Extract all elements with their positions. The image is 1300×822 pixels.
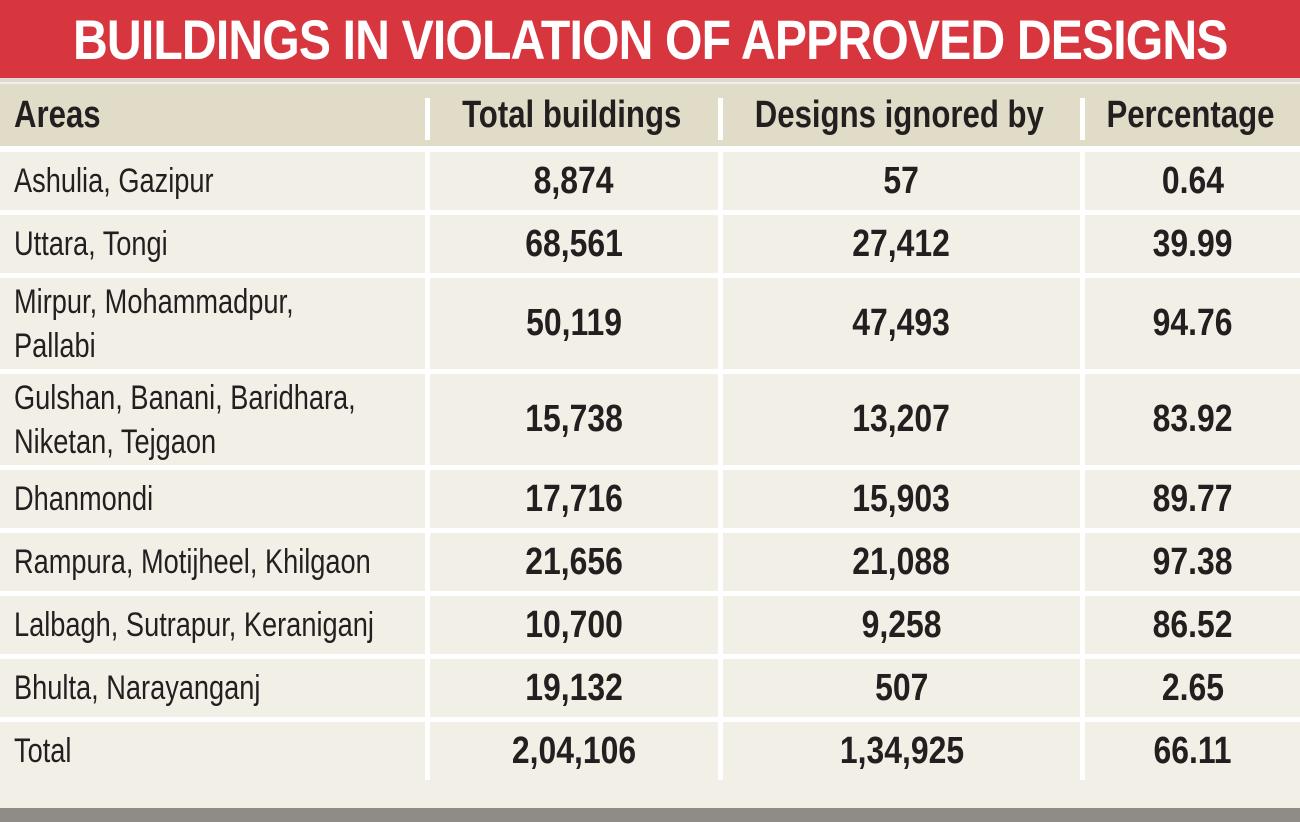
table-row: Mirpur, Mohammadpur, Pallabi 50,119 47,493 9… <box>0 273 1300 369</box>
cell-percentage: 2.65 <box>1080 654 1300 717</box>
cell-area-text: Mirpur, Mohammadpur, Pallabi <box>14 282 294 365</box>
cell-percentage: 83.92 <box>1080 369 1300 465</box>
table-row: Bhulta, Narayanganj 19,132 507 2.65 <box>0 654 1300 717</box>
cell-percentage: 94.76 <box>1080 273 1300 369</box>
cell-percentage-text: 66.11 <box>1153 729 1232 772</box>
cell-designs-ignored-text: 1,34,925 <box>839 729 964 772</box>
cell-percentage-text: 97.38 <box>1152 540 1233 583</box>
table-row: Gulshan, Banani, Baridhara, Niketan, Tejg… <box>0 369 1300 465</box>
cell-total-buildings: 15,738 <box>425 369 718 465</box>
cell-total-buildings-text: 10,700 <box>525 603 623 646</box>
cell-total-buildings: 19,132 <box>425 654 718 717</box>
cell-area-text: Uttara, Tongi <box>14 225 168 263</box>
cell-area: Dhanmondi <box>0 465 425 528</box>
cell-designs-ignored-text: 507 <box>874 666 929 709</box>
buildings-table: Areas Total buildings Designs ignored by… <box>0 84 1300 780</box>
cell-area: Uttara, Tongi <box>0 210 425 273</box>
cell-percentage-text: 39.99 <box>1152 222 1233 265</box>
cell-designs-ignored-text: 15,903 <box>852 477 951 520</box>
cell-area: Total <box>0 717 425 780</box>
cell-designs-ignored: 57 <box>718 146 1080 210</box>
cell-area-text: Dhanmondi <box>14 480 154 518</box>
column-header-areas: Areas <box>0 84 425 146</box>
table-row: Rampura, Motijheel, Khilgaon 21,656 21,088… <box>0 528 1300 591</box>
table-body: Ashulia, Gazipur 8,874 57 0.64 Uttara, Tongi… <box>0 146 1300 780</box>
cell-total-buildings-text: 21,656 <box>525 540 623 583</box>
cell-percentage: 66.11 <box>1080 717 1300 780</box>
column-header-percentage: Percentage <box>1080 84 1300 146</box>
cell-designs-ignored-text: 9,258 <box>861 603 942 646</box>
cell-designs-ignored: 1,34,925 <box>718 717 1080 780</box>
cell-area-text: Bhulta, Narayanganj <box>14 669 261 707</box>
cell-total-buildings: 10,700 <box>425 591 718 654</box>
title-underline <box>0 78 1300 82</box>
cell-designs-ignored: 507 <box>718 654 1080 717</box>
cell-percentage-text: 94.76 <box>1152 302 1233 344</box>
cell-total-buildings: 8,874 <box>425 146 718 210</box>
table-row: Total 2,04,106 1,34,925 66.11 <box>0 717 1300 780</box>
cell-area-text: Rampura, Motijheel, Khilgaon <box>14 543 371 581</box>
cell-total-buildings: 17,716 <box>425 465 718 528</box>
cell-area: Rampura, Motijheel, Khilgaon <box>0 528 425 591</box>
cell-total-buildings-text: 17,716 <box>525 477 623 520</box>
column-header-total-buildings: Total buildings <box>425 84 718 146</box>
cell-total-buildings-text: 2,04,106 <box>511 729 637 772</box>
cell-designs-ignored: 13,207 <box>718 369 1080 465</box>
cell-designs-ignored: 9,258 <box>718 591 1080 654</box>
cell-area: Gulshan, Banani, Baridhara, Niketan, Tejg… <box>0 369 425 465</box>
table-row: Uttara, Tongi 68,561 27,412 39.99 <box>0 210 1300 273</box>
cell-designs-ignored: 21,088 <box>718 528 1080 591</box>
table-header: Areas Total buildings Designs ignored by… <box>0 84 1300 146</box>
cell-area-text: Lalbagh, Sutrapur, Keraniganj <box>14 606 374 644</box>
cell-designs-ignored-text: 57 <box>883 159 920 202</box>
cell-area-text: Total <box>14 732 72 770</box>
cell-total-buildings-text: 68,561 <box>525 222 623 265</box>
cell-designs-ignored: 47,493 <box>718 273 1080 369</box>
cell-designs-ignored-text: 27,412 <box>852 222 951 265</box>
cell-percentage: 39.99 <box>1080 210 1300 273</box>
cell-designs-ignored-text: 47,493 <box>852 302 951 344</box>
cell-area: Mirpur, Mohammadpur, Pallabi <box>0 273 425 369</box>
cell-percentage: 86.52 <box>1080 591 1300 654</box>
cell-total-buildings-text: 15,738 <box>525 398 623 440</box>
cell-percentage-text: 83.92 <box>1152 398 1233 440</box>
cell-total-buildings: 2,04,106 <box>425 717 718 780</box>
table-row: Lalbagh, Sutrapur, Keraniganj 10,700 9,258… <box>0 591 1300 654</box>
cell-percentage: 97.38 <box>1080 528 1300 591</box>
cell-area-text: Ashulia, Gazipur <box>14 162 214 200</box>
cell-total-buildings-text: 8,874 <box>534 159 614 202</box>
title-bar: BUILDINGS IN VIOLATION OF APPROVED DESIG… <box>0 0 1300 78</box>
cell-area: Ashulia, Gazipur <box>0 146 425 210</box>
cell-percentage-text: 86.52 <box>1152 603 1233 646</box>
cell-total-buildings-text: 50,119 <box>526 302 622 344</box>
table-row: Dhanmondi 17,716 15,903 89.77 <box>0 465 1300 528</box>
cell-designs-ignored: 15,903 <box>718 465 1080 528</box>
cell-designs-ignored: 27,412 <box>718 210 1080 273</box>
cell-area: Lalbagh, Sutrapur, Keraniganj <box>0 591 425 654</box>
cell-designs-ignored-text: 21,088 <box>852 540 951 583</box>
cell-area: Bhulta, Narayanganj <box>0 654 425 717</box>
cell-total-buildings-text: 19,132 <box>525 666 623 709</box>
column-header-designs-ignored: Designs ignored by <box>718 84 1080 146</box>
cell-area-text: Gulshan, Banani, Baridhara, Niketan, Tejg… <box>14 378 356 461</box>
bottom-bar <box>0 808 1300 822</box>
cell-percentage-text: 89.77 <box>1152 477 1233 520</box>
cell-percentage: 0.64 <box>1080 146 1300 210</box>
table-row: Ashulia, Gazipur 8,874 57 0.64 <box>0 146 1300 210</box>
cell-total-buildings: 21,656 <box>425 528 718 591</box>
chart-title: BUILDINGS IN VIOLATION OF APPROVED DESIG… <box>72 7 1228 71</box>
cell-percentage: 89.77 <box>1080 465 1300 528</box>
cell-total-buildings: 68,561 <box>425 210 718 273</box>
cell-total-buildings: 50,119 <box>425 273 718 369</box>
cell-designs-ignored-text: 13,207 <box>852 398 951 440</box>
cell-percentage-text: 2.65 <box>1161 666 1224 709</box>
cell-percentage-text: 0.64 <box>1161 159 1224 202</box>
